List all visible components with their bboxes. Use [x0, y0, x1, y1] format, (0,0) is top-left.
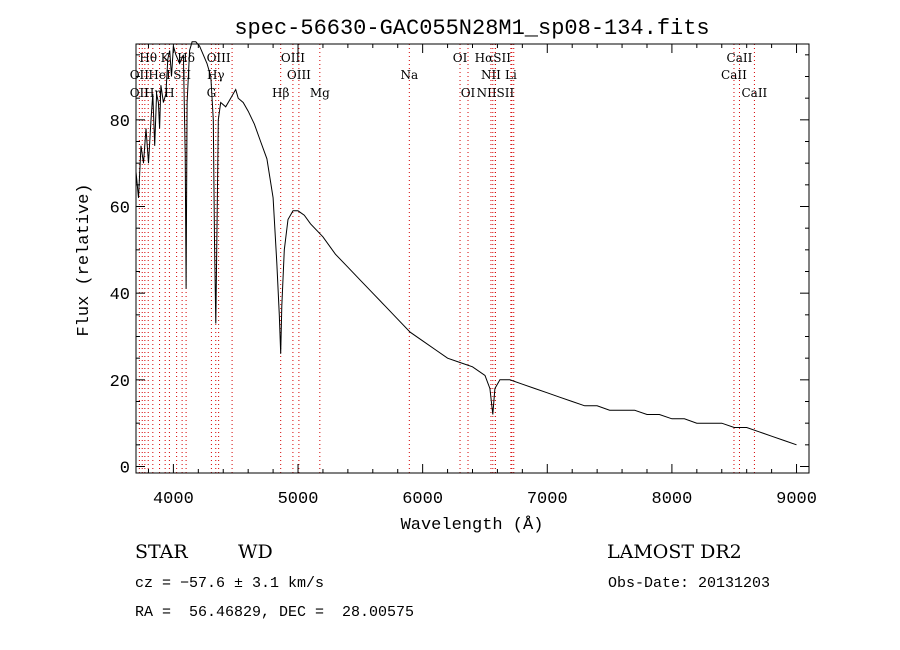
y-tick-label: 20 — [110, 373, 130, 392]
x-tick-label: 9000 — [776, 490, 817, 509]
redshift-cz: cz = −57.6 ± 3.1 km/s — [135, 575, 325, 592]
line-label: H — [164, 86, 174, 100]
y-tick-label: 60 — [110, 200, 130, 219]
x-tick-label: 7000 — [527, 490, 568, 509]
line-label: OIII — [281, 51, 305, 65]
observation-date: Obs-Date: 20131203 — [608, 575, 771, 592]
line-label: OI — [461, 86, 476, 100]
line-markers — [138, 44, 755, 473]
line-label: OI — [453, 51, 468, 65]
x-axis-ticks: 4000 5000 6000 7000 8000 9000 — [147, 44, 817, 509]
y-axis-label: Flux (relative) — [75, 183, 94, 336]
line-label: Hθ — [139, 51, 157, 65]
line-label: SII — [173, 68, 191, 82]
x-axis-label: Wavelength (Å) — [401, 516, 544, 535]
line-label: Li — [505, 68, 517, 82]
x-tick-label: 8000 — [652, 490, 693, 509]
line-label: Hδ — [177, 51, 195, 65]
line-label: Hγ — [207, 68, 225, 82]
line-label: NII — [481, 68, 501, 82]
plot-frame — [135, 43, 810, 474]
chart-title: spec-56630-GAC055N28M1_sp08-134.fits — [234, 16, 709, 41]
line-label: Na — [400, 68, 418, 82]
object-subclass: WD — [238, 541, 273, 563]
line-label: CaII — [721, 68, 747, 82]
line-label: OIII — [207, 51, 231, 65]
line-label: CaII — [727, 51, 753, 65]
line-label: NIISII — [477, 86, 515, 100]
spectrum-series-line — [135, 41, 797, 446]
line-label: HeI — [148, 68, 171, 82]
y-tick-label: 80 — [110, 113, 130, 132]
y-tick-label: 0 — [120, 460, 130, 479]
sky-coordinates: RA = 56.46829, DEC = 28.00575 — [135, 604, 415, 621]
line-label: Mg — [310, 86, 330, 100]
survey-name: LAMOST DR2 — [607, 541, 742, 563]
x-tick-label: 5000 — [278, 490, 319, 509]
x-tick-label: 6000 — [402, 490, 443, 509]
object-class: STAR — [135, 541, 188, 563]
line-label: OII — [130, 86, 150, 100]
x-tick-label: 4000 — [153, 490, 194, 509]
line-label: OII — [130, 68, 150, 82]
line-label: CaII — [741, 86, 767, 100]
line-label: Hβ — [272, 86, 289, 100]
line-label: K — [161, 51, 171, 65]
y-axis-ticks: 0 20 40 60 80 — [110, 54, 809, 479]
y-tick-label: 40 — [110, 286, 130, 305]
line-label: HαSII — [475, 51, 512, 65]
line-label: OIII — [287, 68, 311, 82]
